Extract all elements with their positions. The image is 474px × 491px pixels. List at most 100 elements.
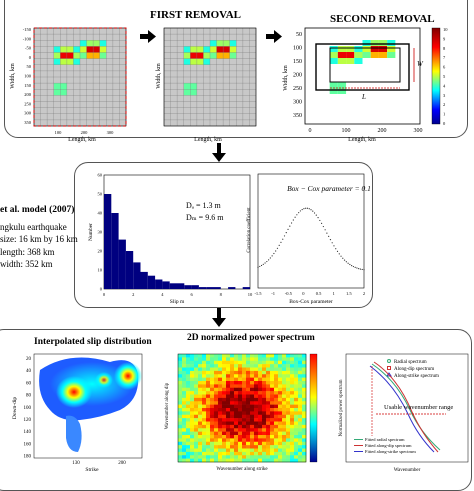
power-cell	[198, 445, 203, 449]
power-cell	[178, 377, 183, 382]
power-cell	[214, 404, 219, 409]
power-cell	[214, 370, 219, 375]
power-cell	[198, 428, 203, 432]
power-cell	[230, 360, 235, 365]
power-cell	[178, 374, 183, 378]
power-cell	[278, 421, 283, 426]
power-cell	[234, 445, 239, 449]
power-cell	[286, 448, 291, 453]
power-cell	[222, 394, 227, 399]
power-cell	[198, 391, 203, 395]
power-cell	[298, 451, 303, 456]
power-cell	[270, 404, 275, 409]
power-cell	[302, 428, 307, 432]
slip-cell	[210, 40, 217, 47]
power-cell	[182, 418, 187, 422]
power-cell	[210, 367, 215, 372]
power-cell	[226, 384, 231, 389]
power-cell	[178, 394, 183, 399]
power-cell	[286, 367, 291, 372]
power-cell	[290, 448, 295, 453]
power-cell	[230, 428, 235, 432]
power-cell	[290, 458, 295, 463]
slip-cell	[190, 89, 197, 96]
power-cell	[298, 404, 303, 409]
power-cell	[254, 411, 259, 416]
power-cell	[294, 438, 299, 443]
power-cell	[254, 428, 259, 432]
power-cell	[218, 414, 223, 419]
power-cell	[254, 367, 259, 372]
power-cell	[210, 357, 215, 362]
power-cell	[266, 435, 271, 439]
power-cell	[294, 411, 299, 416]
power-cell	[262, 360, 267, 365]
power-cell	[242, 421, 247, 426]
slip-cell	[370, 40, 379, 46]
power-cell	[202, 384, 207, 389]
slip-cell	[370, 52, 379, 58]
x-tick-label: 100	[55, 130, 63, 135]
power-cell	[182, 404, 187, 409]
slip-cell	[99, 52, 107, 59]
power-cell	[286, 370, 291, 375]
power-cell	[262, 414, 267, 419]
power-cell	[178, 370, 183, 375]
power-cell	[298, 438, 303, 443]
power-cell	[218, 411, 223, 416]
bc-point	[260, 264, 263, 267]
slip-histogram: 0 10 20 30 40 50 60 0 2 4 6 8 10	[98, 173, 254, 298]
spec-ylabel: Normalized power spectrum	[339, 379, 344, 436]
power-cell	[194, 451, 199, 456]
power-cell	[274, 357, 279, 362]
power-cell	[198, 384, 203, 389]
power-cell	[290, 435, 295, 439]
power-cell	[298, 411, 303, 416]
power-cell	[266, 431, 271, 436]
power-cell	[286, 451, 291, 456]
power-cell	[194, 411, 199, 416]
power-cell	[186, 374, 191, 378]
slip-cell	[86, 46, 94, 53]
power-cell	[194, 431, 199, 436]
bc-point	[354, 266, 356, 268]
power-cell	[254, 418, 259, 422]
power-cell	[186, 408, 191, 412]
power-cell	[262, 367, 267, 372]
hist-bar	[213, 287, 221, 289]
power-cell	[278, 414, 283, 419]
hist-bar	[242, 287, 250, 289]
power-cell	[190, 364, 195, 368]
power-cell	[198, 418, 203, 422]
power-cell	[198, 394, 203, 399]
power-cell	[178, 441, 183, 446]
power-cell	[290, 404, 295, 409]
power-cell	[234, 455, 239, 459]
power-cell	[286, 411, 291, 416]
power-cell	[206, 367, 211, 372]
power-cell	[246, 448, 251, 453]
x-tick-label: 300	[414, 128, 423, 134]
slip-cell	[93, 52, 100, 59]
bc-point	[282, 238, 284, 240]
power-cell	[206, 354, 211, 358]
fig3-xticks: 0 100 200 300	[309, 128, 423, 134]
slip-cell	[337, 88, 347, 94]
fig2-xlabel: Length, km	[194, 137, 222, 143]
slip-cell	[60, 46, 67, 53]
power-cell	[294, 387, 299, 392]
power-cell	[302, 401, 307, 405]
power-cell	[286, 431, 291, 436]
power-cell	[258, 391, 263, 395]
power-cell	[246, 455, 251, 459]
power-cell	[186, 370, 191, 375]
power-cell	[246, 370, 251, 375]
power-cell	[254, 404, 259, 409]
power-cell	[206, 384, 211, 389]
power-cell	[278, 418, 283, 422]
bc-point	[280, 241, 282, 243]
interp-y-tick: 80	[26, 394, 32, 399]
power-cell	[226, 370, 231, 375]
interp-x-tick: 130	[72, 461, 80, 466]
arrow-right-1	[140, 30, 156, 43]
